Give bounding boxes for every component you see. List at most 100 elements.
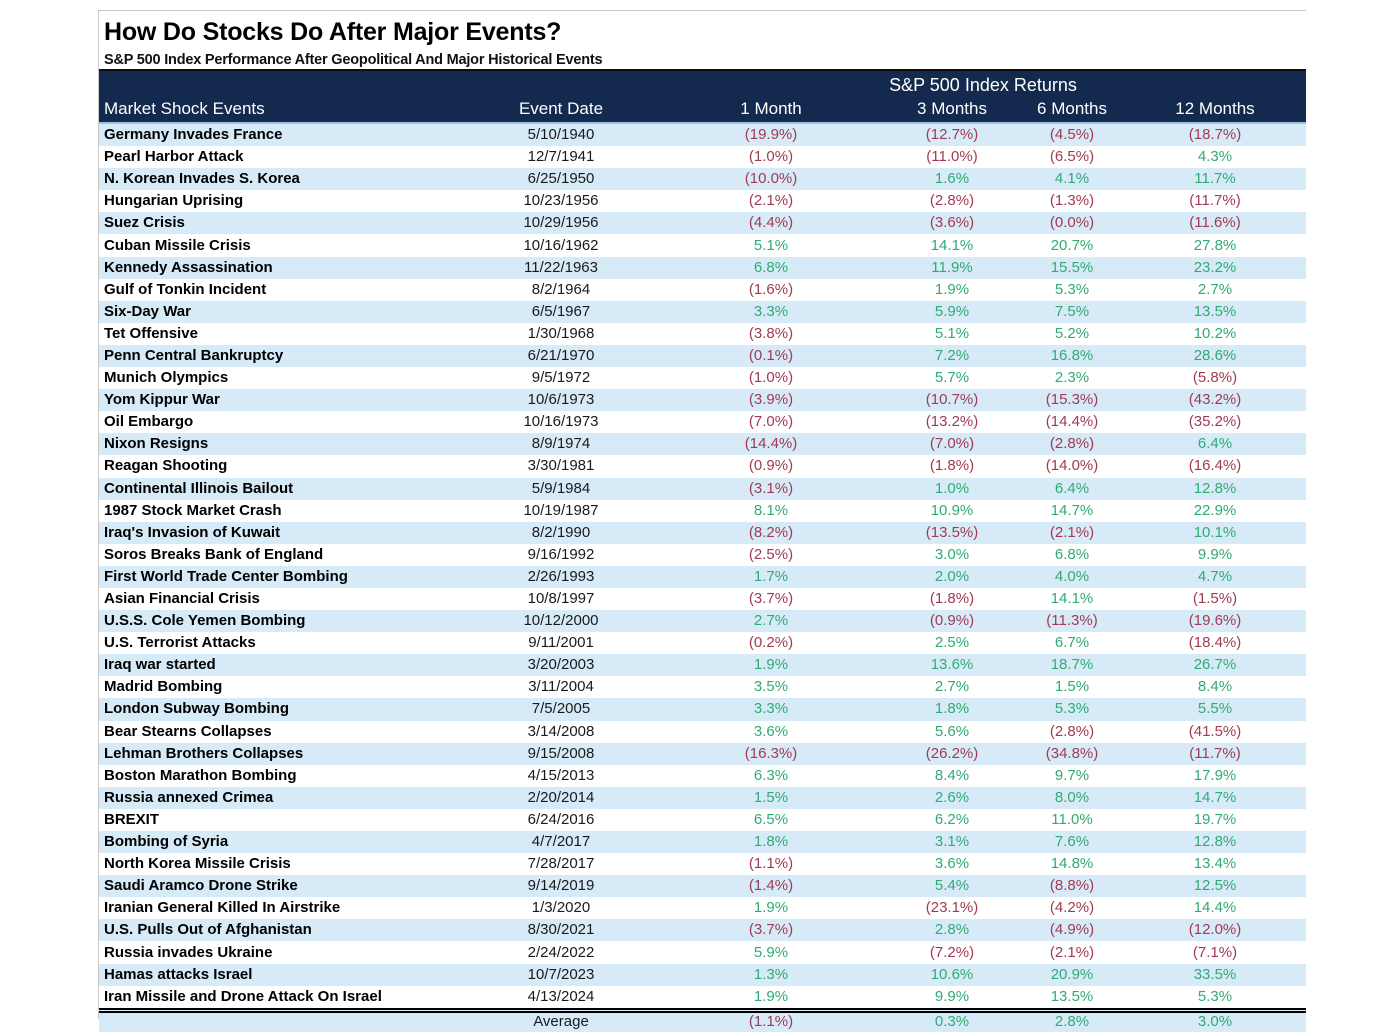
return-value: 6.8% <box>1054 545 1090 563</box>
event-name: N. Korean Invades S. Korea <box>104 170 300 188</box>
return-value: 4.3% <box>1197 148 1233 166</box>
return-value: 6.8% <box>753 258 789 276</box>
return-value: (5.8%) <box>1192 369 1238 387</box>
table-row: U.S. Terrorist Attacks 9/11/2001 (0.2%) 2.5… <box>99 632 1306 655</box>
return-value: 1.7% <box>753 567 789 585</box>
return-value: 27.8% <box>1193 236 1237 254</box>
event-date: 8/2/1964 <box>531 280 591 298</box>
return-value: 7.6% <box>1054 833 1090 851</box>
return-value: 3.1% <box>934 833 970 851</box>
return-value: 1.9% <box>753 656 789 674</box>
event-name: Continental Illinois Bailout <box>104 479 294 497</box>
return-value: (14.4%) <box>1045 413 1099 431</box>
table-row: Bear Stearns Collapses 3/14/2008 3.6% 5.6% (… <box>99 720 1306 743</box>
group-header-sp500-returns: S&P 500 Index Returns <box>889 75 1077 95</box>
event-date: 2/20/2014 <box>527 788 595 806</box>
return-value: 4.0% <box>1054 567 1090 585</box>
return-value: 13.5% <box>1193 302 1237 320</box>
event-name: Lehman Brothers Collapses <box>104 744 304 762</box>
event-date: 6/5/1967 <box>531 302 591 320</box>
event-date: 9/5/1972 <box>531 369 591 387</box>
event-name: Munich Olympics <box>104 369 229 387</box>
event-date: 3/30/1981 <box>527 457 595 475</box>
event-date: 12/7/1941 <box>527 148 595 166</box>
return-value: 3.5% <box>753 678 789 696</box>
table-row: N. Korean Invades S. Korea 6/25/1950 (10.0… <box>99 168 1306 191</box>
return-value: 12.5% <box>1193 877 1237 895</box>
event-date: 6/24/2016 <box>527 810 595 828</box>
return-value: 11.0% <box>1051 810 1093 828</box>
event-date: 9/14/2019 <box>527 877 595 895</box>
return-value: (4.9%) <box>1049 921 1095 939</box>
return-value: 15.5% <box>1050 258 1094 276</box>
event-date: 8/2/1990 <box>531 523 591 541</box>
return-value: (3.9%) <box>748 391 794 409</box>
return-value: (35.2%) <box>1188 413 1242 431</box>
event-name: 1987 Stock Market Crash <box>104 501 282 519</box>
event-name: Russia annexed Crimea <box>104 788 274 806</box>
return-value: (41.5%) <box>1188 722 1242 740</box>
event-name: Kennedy Assassination <box>104 258 273 276</box>
event-name: U.S.S. Cole Yemen Bombing <box>104 612 306 630</box>
return-value: 7.5% <box>1054 302 1090 320</box>
return-value: (7.2%) <box>929 943 975 961</box>
event-date: 1/30/1968 <box>527 324 595 342</box>
group-header-row: S&P 500 Index Returns <box>99 71 1306 96</box>
return-value: 33.5% <box>1193 965 1237 983</box>
return-value: 3.0% <box>934 545 970 563</box>
return-value: 3.6% <box>753 722 789 740</box>
table-row: Iranian General Killed In Airstrike 1/3/2… <box>99 897 1306 920</box>
table-row: Saudi Aramco Drone Strike 9/14/2019 (1.4%)… <box>99 875 1306 898</box>
return-value: (14.0%) <box>1045 457 1099 475</box>
table-row: 1987 Stock Market Crash 10/19/1987 8.1% 10.… <box>99 499 1306 522</box>
return-value: 1.5% <box>1054 678 1090 696</box>
event-date: 5/10/1940 <box>527 126 595 144</box>
event-name: Bear Stearns Collapses <box>104 722 272 740</box>
return-value: 5.1% <box>934 324 970 342</box>
return-value: (12.7%) <box>925 126 979 144</box>
event-name: Six-Day War <box>104 302 191 320</box>
table-row: Lehman Brothers Collapses 9/15/2008 (16.3%… <box>99 742 1306 765</box>
return-value: (0.1%) <box>748 346 794 364</box>
event-name: Germany Invades France <box>104 126 283 144</box>
return-value: (1.0%) <box>748 369 794 387</box>
return-value: 13.5% <box>1050 987 1094 1005</box>
event-name: Boston Marathon Bombing <box>104 766 297 784</box>
return-value: (14.4%) <box>744 435 798 453</box>
column-header-event-date: Event Date <box>518 99 604 118</box>
table-row: U.S. Pulls Out of Afghanistan 8/30/2021 (3… <box>99 919 1306 942</box>
return-value: (3.1%) <box>748 479 794 497</box>
return-value: (1.8%) <box>929 457 975 475</box>
return-value: 17.9% <box>1193 766 1237 784</box>
return-value: 20.9% <box>1050 965 1094 983</box>
return-value: (6.5%) <box>1049 148 1095 166</box>
return-value: 1.9% <box>753 899 789 917</box>
return-value: (16.4%) <box>1188 457 1242 475</box>
return-value: (1.0%) <box>748 148 794 166</box>
return-value: (11.3%) <box>1046 612 1098 630</box>
event-date: 10/19/1987 <box>523 501 599 519</box>
return-value: 5.9% <box>753 943 789 961</box>
table-row: Oil Embargo 10/16/1973 (7.0%) (13.2%) (14.4%… <box>99 411 1306 434</box>
return-value: 5.6% <box>934 722 970 740</box>
return-value: 13.4% <box>1193 855 1237 873</box>
event-name: Saudi Aramco Drone Strike <box>104 877 298 895</box>
return-value: (10.7%) <box>925 391 979 409</box>
return-value: 6.7% <box>1054 634 1090 652</box>
return-value: 11.9% <box>931 258 973 276</box>
return-value: 12.8% <box>1193 833 1237 851</box>
return-value: (18.4%) <box>1188 634 1242 652</box>
return-value: 1.3% <box>753 965 789 983</box>
return-value: 20.7% <box>1050 236 1094 254</box>
table-row: Iran Missile and Drone Attack On Israel 4… <box>99 985 1306 1008</box>
event-date: 3/14/2008 <box>527 722 595 740</box>
table-row: Hungarian Uprising 10/23/1956 (2.1%) (2.8%)… <box>99 190 1306 213</box>
event-date: 7/5/2005 <box>531 700 591 718</box>
return-value: 11.7% <box>1194 170 1236 188</box>
table-row: Russia annexed Crimea 2/20/2014 1.5% 2.6% 8.… <box>99 786 1306 809</box>
event-date: 10/16/1962 <box>523 236 599 254</box>
return-value: (1.1%) <box>748 855 794 873</box>
table-row: Hamas attacks Israel 10/7/2023 1.3% 10.6% 20… <box>99 963 1306 986</box>
return-value: 14.1% <box>930 236 974 254</box>
event-date: 2/26/1993 <box>527 567 595 585</box>
